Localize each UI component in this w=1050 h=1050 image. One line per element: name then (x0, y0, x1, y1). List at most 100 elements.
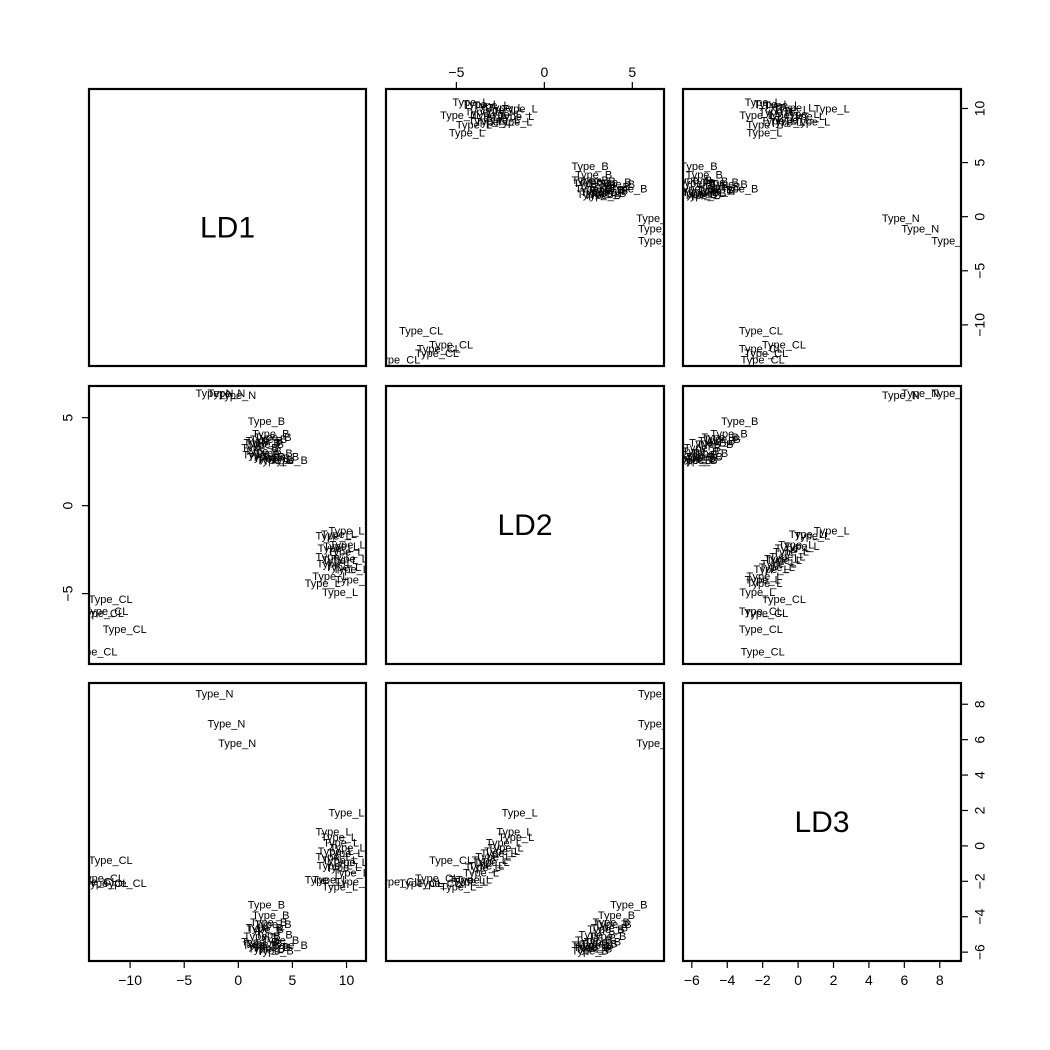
point-label: Type_L (317, 559, 353, 571)
point-label: Type_L (327, 848, 363, 860)
point-label: Type_L (315, 552, 351, 564)
point-label: Type_B (691, 448, 728, 460)
tick-label: 8 (936, 972, 944, 988)
point-label: Type_B (255, 448, 292, 460)
point-label: Type_B (584, 190, 621, 202)
point-label: Type_B (679, 178, 716, 190)
point-label: Type_B (247, 924, 284, 936)
tick-label: 2 (830, 972, 838, 988)
point-label: Type_L (496, 116, 532, 128)
point-label: Type_CL (415, 348, 459, 360)
point-label: Type_L (449, 875, 485, 887)
point-label: Type_N (638, 689, 676, 701)
point-label: Type_B (252, 910, 289, 922)
point-label: Type_L (332, 857, 368, 869)
panel-frame (87, 87, 368, 368)
point-label: Type_B (245, 446, 282, 458)
point-label: Type_CL (415, 873, 459, 885)
point-label: Type_L (327, 546, 363, 558)
point-label: Type_L (318, 846, 354, 858)
point-label: Type_B (248, 416, 285, 428)
point-label: Type_L (468, 860, 504, 872)
point-label: Type_B (675, 455, 712, 467)
point-label: Type_B (598, 179, 635, 191)
point-label: Type_B (696, 185, 733, 197)
point-label: Type_B (594, 177, 631, 189)
point-label: Type_B (262, 935, 299, 947)
point-label: Type_L (318, 543, 354, 555)
point-label: Type_L (305, 578, 341, 590)
tick-label: −10 (118, 972, 142, 988)
point-label: Type_L (486, 837, 522, 849)
tick-label: 10 (972, 100, 988, 116)
point-label: Type_B (680, 161, 717, 173)
right-axis-LD3: −6 −4 −2 0 2 4 6 8 (960, 700, 988, 960)
point-label: Type_B (677, 184, 714, 196)
point-label: Type_L (775, 114, 811, 126)
tick-label: 2 (972, 806, 988, 814)
tick-label: −5 (176, 972, 192, 988)
point-label: Type_L (475, 116, 511, 128)
point-label: Type_B (584, 937, 621, 949)
point-label: Type_B (684, 443, 721, 455)
point-label: Type_L (440, 882, 476, 894)
point-label: Type_N (901, 388, 939, 400)
point-label: Type_L (794, 531, 830, 543)
point-label: Type_L (456, 120, 492, 132)
point-label: Type_L (322, 587, 358, 599)
point-label: Type_N (196, 689, 234, 701)
point-label: Type_B (245, 938, 282, 950)
point-label: Type_L (789, 529, 825, 541)
point-label: Type_B (571, 175, 608, 187)
point-label: Type_B (243, 931, 280, 943)
point-label: Type_L (759, 562, 795, 574)
point-label: Type_L (452, 97, 488, 109)
point-label: Type_B (721, 416, 758, 428)
point-label: Type_L (778, 539, 814, 551)
point-label: Type_B (241, 937, 278, 949)
point-label: Type_B (577, 189, 614, 201)
point-label: Type_B (242, 940, 279, 952)
point-label: Type_B (262, 451, 299, 463)
tick-label: −10 (972, 313, 988, 337)
point-label: Type_B (241, 443, 278, 455)
variable-label-LD3: LD3 (794, 806, 849, 839)
point-label: Type_L (759, 107, 795, 119)
tick-label: 5 (628, 64, 636, 80)
point-label: Type_B (696, 439, 733, 451)
tick-label: 0 (540, 64, 548, 80)
tick-label: 4 (972, 771, 988, 779)
point-label: Type_L (496, 827, 532, 839)
point-label: Type_L (332, 553, 368, 565)
point-label: Type_B (682, 187, 719, 199)
point-label: Type_N (638, 224, 676, 236)
point-label: Type_B (680, 450, 717, 462)
point-label: Type_B (256, 945, 293, 957)
point-label: Type_L (335, 876, 371, 888)
point-label: Type_B (703, 434, 740, 446)
tick-label: 5 (289, 972, 297, 988)
point-label: Type_B (686, 169, 723, 181)
point-label: Type_L (814, 103, 850, 115)
point-label: Type_CL (73, 647, 117, 659)
point-label: Type_B (721, 184, 758, 196)
point-label: Type_B (702, 432, 739, 444)
point-label: Type_L (452, 876, 488, 888)
point-label: Type_L (486, 109, 522, 121)
point-label: Type_L (761, 559, 797, 571)
tick-label: −6 (684, 972, 700, 988)
point-label: Type_N (636, 213, 674, 225)
panel-frame (87, 384, 368, 666)
point-label: Type_L (481, 105, 517, 117)
variable-label-LD2: LD2 (497, 509, 552, 542)
point-label: Type_L (335, 575, 371, 587)
point-label: Type_N (218, 390, 256, 402)
point-label: Type_L (475, 852, 511, 864)
point-label: Type_B (680, 189, 717, 201)
point-label: Type_B (253, 942, 290, 954)
point-label: Type_CL (417, 878, 461, 890)
point-label: Type_B (253, 453, 290, 465)
point-label: Type_B (254, 919, 291, 931)
point-label: Type_CL (84, 878, 128, 890)
point-label: Type_L (775, 543, 811, 555)
